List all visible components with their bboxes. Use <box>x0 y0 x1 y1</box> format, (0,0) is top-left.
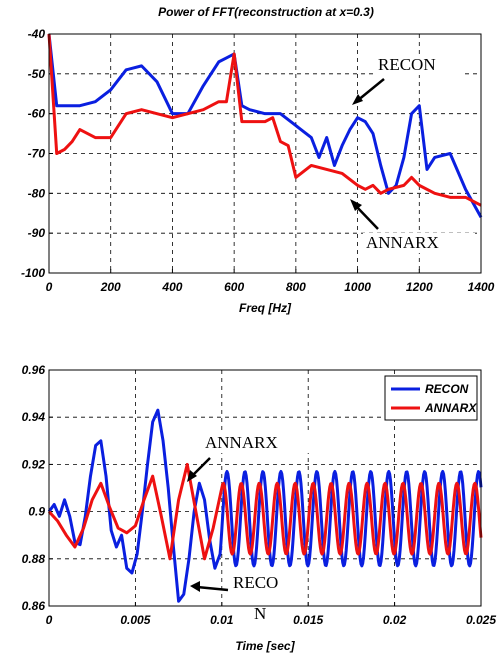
tick-labels: 0 200 400 600 800 1000 1200 1400 -40 -50 -60 -70 -80… <box>21 27 495 294</box>
legend-label-recon: RECON <box>425 382 469 396</box>
annotation-annarx-arrow <box>191 457 211 477</box>
legend: RECON ANNARX <box>384 375 478 421</box>
series-line-annarx <box>47 462 483 561</box>
x-tick-label: 800 <box>286 280 306 294</box>
x-tick-label: 1400 <box>468 280 495 294</box>
y-tick-label: -80 <box>28 186 46 200</box>
x-tick-label: 200 <box>100 280 121 294</box>
x-tick-label: 0 <box>46 280 53 294</box>
series-line-annarx <box>47 33 482 207</box>
x-tick-label: 0 <box>46 613 53 627</box>
y-tick-label: -90 <box>28 226 46 240</box>
plot-frame <box>48 33 482 274</box>
series-line-recon <box>47 408 483 603</box>
time-signal-chart: 0 0.005 0.01 0.015 0.02 0.025 0.96 0.94 0.92 0.9 0… <box>22 363 497 653</box>
x-tick-label: 1000 <box>344 280 371 294</box>
plot-frame <box>48 369 482 607</box>
x-tick-label: 0.015 <box>293 613 323 627</box>
y-tick-label: -40 <box>28 27 46 41</box>
x-tick-label: 600 <box>224 280 244 294</box>
annotation-annarx-arrow <box>354 204 379 230</box>
x-tick-label: 0.01 <box>210 613 234 627</box>
x-tick-label: 0.02 <box>383 613 407 627</box>
legend-box <box>384 375 478 421</box>
annotation-recon-box <box>230 573 280 593</box>
annotation-recon-arrow <box>196 585 229 592</box>
y-tick-label: -100 <box>21 266 45 280</box>
y-tick-label: -60 <box>28 107 46 121</box>
annotation-annarx: ANNARX <box>366 233 439 252</box>
y-tick-label: 0.94 <box>22 410 46 424</box>
y-tick-label: 0.86 <box>22 599 46 613</box>
annotation-recon-arrow <box>356 78 385 102</box>
y-tick-label: 0.92 <box>22 457 46 471</box>
annotation-annarx-box <box>363 233 475 253</box>
y-tick-label: 0.88 <box>22 552 46 566</box>
annotation-annarx: ANNARX <box>205 433 278 452</box>
annotation-recon-arrowhead <box>190 581 200 592</box>
y-tick-label: -50 <box>28 67 46 81</box>
x-tick-label: 0.005 <box>120 613 150 627</box>
x-axis-label: Time [sec] <box>235 639 295 653</box>
legend-label-annarx: ANNARX <box>424 401 477 415</box>
series-lines <box>47 33 483 218</box>
x-tick-label: 0.025 <box>466 613 496 627</box>
annotation-annarx-arrowhead <box>350 199 362 211</box>
y-tick-label: -70 <box>28 147 46 161</box>
annotation-recon-part1: RECO <box>233 573 278 592</box>
annotation-recon-box <box>375 55 463 75</box>
fft-power-chart: Power of FFT(reconstruction at x=0.3) 0 2… <box>21 5 495 315</box>
annotation-recon-arrowhead <box>352 94 363 105</box>
x-tick-label: 400 <box>161 280 182 294</box>
annotation-recon-part2: N <box>254 604 266 623</box>
x-tick-label: 1200 <box>406 280 433 294</box>
y-tick-label: 0.96 <box>22 363 46 377</box>
annotation-annarx-box <box>203 433 313 453</box>
y-tick-label: 0.9 <box>28 505 45 519</box>
series-line-recon <box>47 33 483 218</box>
series-lines <box>47 408 483 603</box>
annotation-annarx-arrowhead <box>187 470 197 482</box>
annotation-recon: RECON <box>378 55 436 74</box>
tick-labels: 0 0.005 0.01 0.015 0.02 0.025 0.96 0.94 0.92 0.9 0… <box>22 363 497 627</box>
chart-title: Power of FFT(reconstruction at x=0.3) <box>158 5 374 19</box>
x-axis-label: Freq [Hz] <box>239 301 292 315</box>
